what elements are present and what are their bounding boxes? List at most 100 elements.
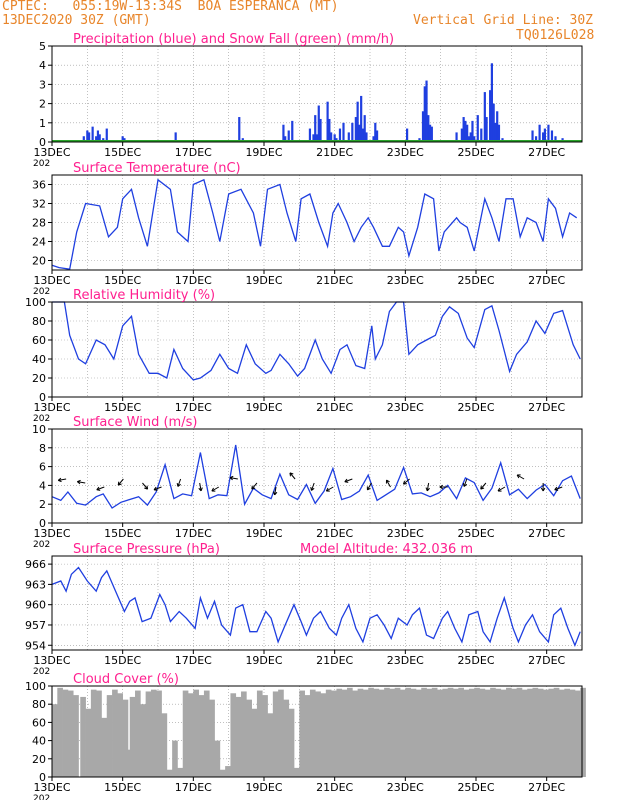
- cloud-bar: [389, 688, 396, 777]
- cloud-bar: [336, 688, 343, 777]
- precip-bar: [490, 63, 493, 142]
- cloud-bar: [166, 769, 173, 777]
- cloud-bar: [426, 688, 433, 777]
- y-tick-label: 32: [32, 198, 46, 211]
- wind-arrow: [57, 477, 67, 483]
- cloud-bar: [140, 704, 146, 777]
- precip-bar: [480, 128, 483, 142]
- wind-arrow: [439, 484, 448, 490]
- precip-bar: [550, 130, 554, 142]
- wind-arrow-head: [289, 472, 294, 475]
- wind-arrow: [497, 486, 506, 492]
- wind-arrow-head: [58, 479, 62, 483]
- wind-arrow-shaft: [463, 478, 468, 487]
- precip-bar: [314, 115, 317, 142]
- cloud-bar: [101, 717, 108, 777]
- wind-arrow-head: [386, 479, 390, 483]
- cloud-bar: [288, 708, 295, 777]
- x-tick-label: 21DEC: [316, 527, 353, 540]
- cloud-bar: [490, 687, 496, 777]
- wind-arrow-head: [325, 487, 329, 492]
- precip-bar: [284, 136, 287, 142]
- wind-arrow-head: [344, 481, 349, 483]
- y-tick-label: 0: [39, 136, 46, 149]
- cloud-bar: [468, 688, 475, 777]
- wind-arrow-head: [542, 487, 546, 492]
- cloud-bar: [126, 749, 132, 777]
- run-date: 13DEC2020 30Z (GMT): [2, 13, 151, 28]
- wind-arrow: [96, 486, 105, 491]
- station-title: CPTEC: 055:19W-13:34S BOA ESPERANCA (MT): [2, 0, 339, 14]
- cloud-bar: [347, 687, 353, 777]
- wind-arrow: [142, 482, 149, 490]
- precip-bar: [351, 122, 354, 142]
- wind-arrow: [480, 482, 487, 490]
- y-tick-label: 20: [32, 255, 46, 268]
- cloud-bar: [172, 740, 178, 777]
- wind-arrow-head: [540, 487, 544, 492]
- cloud-bar: [516, 687, 523, 777]
- wind-arrow: [344, 478, 353, 483]
- x-tick-label: 23DEC: [387, 146, 424, 159]
- wind-arrow-head: [554, 489, 559, 491]
- run-id: TQ0126L028: [516, 28, 595, 43]
- wind-arrow-head: [251, 485, 253, 490]
- precip-bar: [361, 128, 365, 142]
- x-tick-label: 23DEC: [387, 527, 424, 540]
- precip-bar: [425, 80, 428, 142]
- wind-arrow-head: [117, 481, 120, 486]
- cloud-bar: [309, 689, 316, 777]
- cloud-bar: [580, 687, 586, 777]
- cloud-bar: [256, 690, 263, 777]
- panel-title-rh: Relative Humidity (%): [73, 288, 215, 303]
- precip-bar: [238, 117, 241, 142]
- x-tick-label: 15DEC: [104, 274, 141, 287]
- precip-bar: [363, 115, 366, 142]
- y-tick-label: 40: [32, 353, 46, 366]
- x-tick-label: 23DEC: [387, 654, 424, 667]
- precip-bar: [291, 120, 294, 142]
- cloud-bar: [442, 688, 449, 777]
- x-tick-label: 17DEC: [175, 527, 212, 540]
- wind-arrow: [176, 478, 182, 487]
- cloud-bar: [400, 689, 406, 777]
- cloud-bar: [357, 688, 364, 777]
- x-tick-label: 27DEC: [528, 274, 565, 287]
- cloud-bar: [325, 689, 332, 777]
- wind-arrow-head: [439, 486, 443, 490]
- precip-bar: [543, 128, 546, 142]
- wind-arrow: [540, 483, 546, 492]
- x-tick-label: 27DEC: [528, 781, 565, 794]
- cloud-bar: [214, 740, 221, 777]
- wind-arrow-head: [311, 487, 315, 491]
- cloud-bar: [479, 688, 486, 777]
- y-tick-label: 24: [32, 236, 46, 249]
- wind-arrow-shaft: [117, 478, 124, 486]
- cloud-bar: [235, 696, 242, 777]
- wind-arrow-shaft: [153, 486, 162, 491]
- precip-bar: [317, 105, 320, 142]
- x-tick-label: 23DEC: [387, 274, 424, 287]
- y-tick-label: 100: [25, 680, 46, 693]
- cloud-bar: [421, 687, 427, 777]
- cloud-bar: [315, 691, 321, 777]
- cloud-bar: [506, 687, 512, 777]
- cloud-bar: [182, 690, 189, 777]
- cloud-bar: [574, 690, 581, 777]
- precip-bar: [542, 132, 545, 142]
- cloud-bar: [283, 699, 290, 777]
- cloud-bar: [548, 688, 555, 777]
- x-tick-label: 21DEC: [316, 401, 353, 414]
- panel-title-wind: Surface Wind (m/s): [73, 415, 197, 430]
- panel-cloud: [48, 685, 586, 781]
- precip-bar: [333, 134, 336, 142]
- y-tick-label: 1: [39, 117, 46, 130]
- cloud-bar: [73, 695, 79, 777]
- x-tick-label: 27DEC: [528, 527, 565, 540]
- cloud-bar: [474, 687, 480, 777]
- precip-bar: [315, 134, 319, 142]
- x-tick-label: 13DEC: [33, 401, 70, 414]
- x-tick-label: 17DEC: [175, 274, 212, 287]
- x-tick-label: 15DEC: [104, 527, 141, 540]
- cloud-bar: [106, 695, 113, 777]
